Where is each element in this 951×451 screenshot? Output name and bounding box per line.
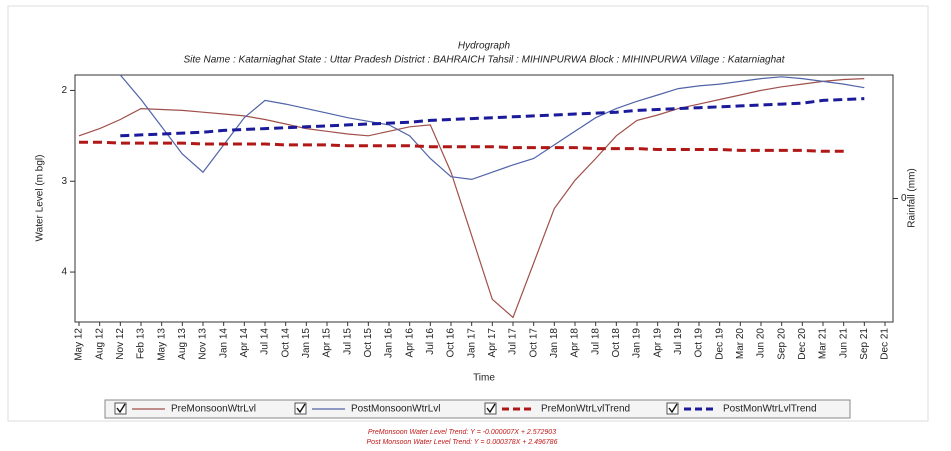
legend bbox=[104, 399, 851, 419]
x-tick-label: Apr 18 bbox=[570, 328, 581, 358]
x-tick-label: Jul 19 bbox=[673, 328, 684, 355]
x-tick-label: Apr 16 bbox=[404, 328, 415, 358]
x-tick-label: Apr 19 bbox=[652, 328, 663, 358]
legend-checkbox bbox=[484, 402, 497, 415]
x-tick-label: Oct 15 bbox=[363, 328, 374, 358]
x-tick-label: Jul 16 bbox=[425, 328, 436, 355]
x-tick-label: Jul 14 bbox=[260, 328, 271, 355]
y2-tick-label: 0 bbox=[901, 193, 907, 204]
trend-equation: PreMonsoon Water Level Trend: Y = -0.000… bbox=[368, 429, 556, 436]
legend-checkbox bbox=[666, 402, 679, 415]
x-tick-label: Mar 20 bbox=[735, 328, 746, 360]
x-tick-label: Mar 21 bbox=[818, 328, 829, 360]
y-tick-label: 3 bbox=[61, 176, 67, 187]
y2-axis-label: Rainfall (mm) bbox=[907, 168, 918, 227]
chart-subtitle: Site Name : Katarniaghat State : Uttar P… bbox=[184, 55, 786, 66]
x-tick-label: Jan 19 bbox=[632, 328, 643, 358]
legend-label: PostMonsoonWtrLvl bbox=[351, 404, 440, 415]
legend-checkbox bbox=[114, 402, 127, 415]
x-tick-label: Apr 17 bbox=[487, 328, 498, 358]
x-tick-label: Jun 20 bbox=[756, 328, 767, 358]
x-tick-label: Aug 12 bbox=[94, 328, 105, 360]
x-tick-label: Feb 13 bbox=[136, 328, 147, 360]
x-tick-label: Apr 15 bbox=[322, 328, 333, 358]
series-line bbox=[78, 78, 865, 319]
x-tick-label: Jan 14 bbox=[218, 328, 229, 358]
x-tick-label: Oct 17 bbox=[528, 328, 539, 358]
x-tick-label: Oct 14 bbox=[280, 328, 291, 358]
x-tick-label: Apr 14 bbox=[239, 328, 250, 358]
x-tick-label: Jul 17 bbox=[508, 328, 519, 355]
x-tick-label: Jan 17 bbox=[466, 328, 477, 358]
y-tick-label: 2 bbox=[61, 85, 67, 96]
x-tick-label: Sep 21 bbox=[859, 328, 870, 360]
x-tick-label: Aug 13 bbox=[177, 328, 188, 360]
x-tick-label: Nov 12 bbox=[115, 328, 126, 360]
x-tick-label: May 12 bbox=[74, 328, 85, 361]
series-line bbox=[79, 140, 844, 153]
chart-title: Hydrograph bbox=[458, 41, 511, 52]
trend-equation: Post Monsoon Water Level Trend: Y = 0.00… bbox=[367, 439, 558, 446]
legend-check bbox=[116, 403, 126, 414]
legend-check bbox=[296, 403, 306, 414]
x-tick-label: Jan 16 bbox=[384, 328, 395, 358]
legend-label: PreMonWtrLvlTrend bbox=[541, 404, 630, 415]
y-tick-label: 4 bbox=[61, 267, 67, 278]
legend-check bbox=[668, 403, 678, 414]
legend-check bbox=[486, 403, 496, 414]
x-tick-label: Sep 20 bbox=[776, 328, 787, 360]
x-tick-label: Dec 21 bbox=[880, 328, 891, 360]
y-axis-label: Water Level (m bgl) bbox=[35, 155, 46, 242]
legend-checkbox bbox=[294, 402, 307, 415]
x-tick-label: Jun 21 bbox=[838, 328, 849, 358]
frame bbox=[7, 5, 929, 422]
x-axis-label: Time bbox=[473, 373, 495, 384]
legend-label: PostMonWtrLvlTrend bbox=[723, 404, 817, 415]
series-line bbox=[119, 74, 865, 181]
series-line bbox=[120, 97, 865, 138]
x-tick-label: Oct 18 bbox=[611, 328, 622, 358]
x-tick-label: Jan 15 bbox=[301, 328, 312, 358]
x-tick-label: Dec 20 bbox=[797, 328, 808, 360]
x-tick-label: May 13 bbox=[156, 328, 167, 361]
x-tick-label: Oct 19 bbox=[694, 328, 705, 358]
x-tick-label: Jul 18 bbox=[590, 328, 601, 355]
legend-label: PreMonsoonWtrLvl bbox=[171, 404, 256, 415]
x-tick-label: Oct 16 bbox=[446, 328, 457, 358]
x-tick-label: Jan 18 bbox=[549, 328, 560, 358]
x-tick-label: Nov 13 bbox=[198, 328, 209, 360]
x-tick-label: Jul 15 bbox=[342, 328, 353, 355]
x-tick-label: Dec 19 bbox=[714, 328, 725, 360]
